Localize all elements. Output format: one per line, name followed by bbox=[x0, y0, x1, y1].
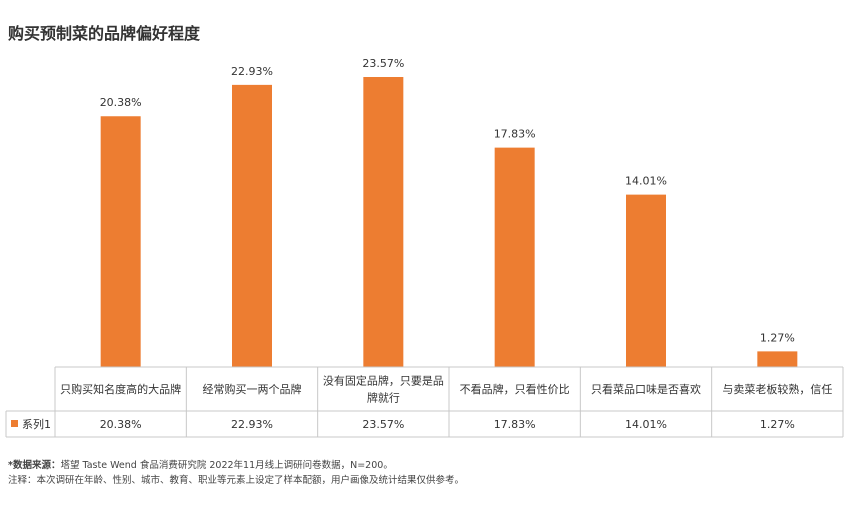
data-label: 23.57% bbox=[362, 57, 404, 70]
data-label: 17.83% bbox=[494, 128, 536, 141]
table-value: 22.93% bbox=[231, 418, 273, 431]
bar bbox=[494, 147, 535, 367]
data-label: 20.38% bbox=[100, 96, 142, 109]
source-text: 塔望 Taste Wend 食品消费研究院 2022年11月线上调研问卷数据，N… bbox=[60, 460, 393, 471]
category-label: 牌就行 bbox=[367, 391, 400, 405]
category-label: 经常购买一两个品牌 bbox=[203, 382, 302, 396]
data-label: 1.27% bbox=[760, 331, 795, 344]
category-label: 没有固定品牌，只要是品 bbox=[323, 374, 444, 388]
table-value: 14.01% bbox=[625, 418, 667, 431]
bar bbox=[363, 77, 404, 367]
source-label: *数据来源： bbox=[8, 460, 61, 471]
source-note: *数据来源：塔望 Taste Wend 食品消费研究院 2022年11月线上调研… bbox=[8, 457, 393, 471]
chart-title: 购买预制菜的品牌偏好程度 bbox=[8, 24, 201, 43]
category-label: 只购买知名度高的大品牌 bbox=[60, 382, 181, 396]
table-value: 17.83% bbox=[494, 418, 536, 431]
bar bbox=[757, 351, 798, 367]
data-label: 14.01% bbox=[625, 175, 667, 188]
table-value: 20.38% bbox=[100, 418, 142, 431]
data-label: 22.93% bbox=[231, 65, 273, 78]
category-label: 不看品牌，只看性价比 bbox=[460, 382, 570, 396]
table-value: 1.27% bbox=[760, 418, 795, 431]
bar bbox=[100, 116, 141, 367]
legend-swatch bbox=[11, 420, 18, 427]
bar bbox=[626, 194, 666, 367]
category-label: 只看菜品口味是否喜欢 bbox=[591, 382, 701, 396]
series-name: 系列1 bbox=[22, 417, 51, 431]
table-value: 23.57% bbox=[362, 418, 404, 431]
category-label: 与卖菜老板较熟，信任 bbox=[722, 382, 832, 396]
footnote: 注释：本次调研在年龄、性别、城市、教育、职业等元素上设定了样本配额，用户画像及统… bbox=[8, 475, 465, 486]
bar bbox=[232, 84, 272, 367]
